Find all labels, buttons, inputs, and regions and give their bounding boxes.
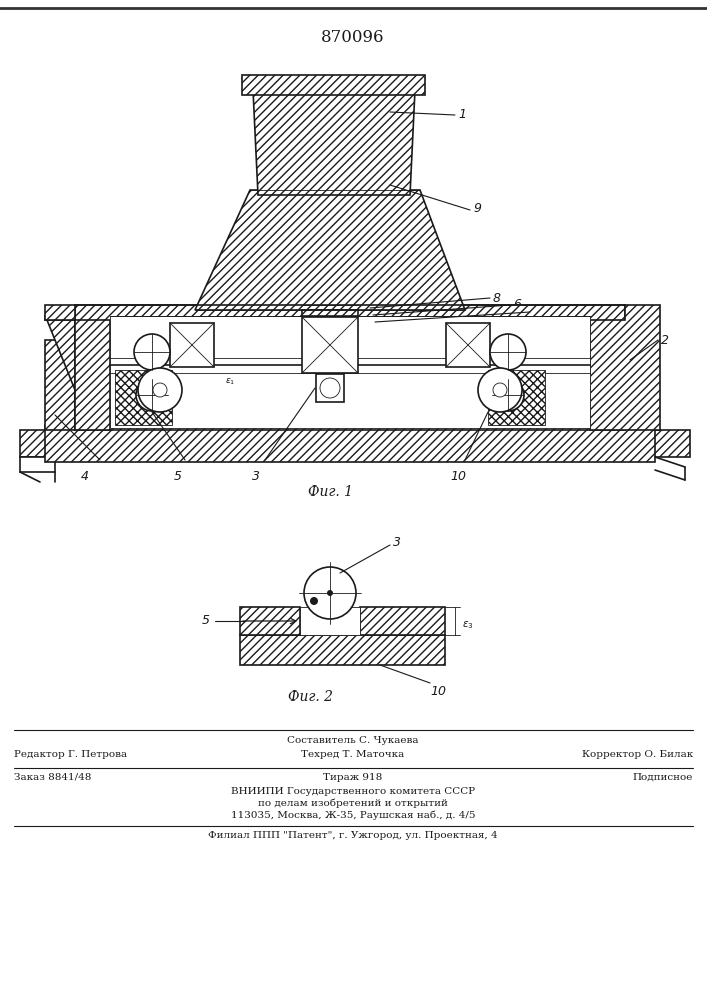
Circle shape bbox=[320, 378, 340, 398]
Polygon shape bbox=[110, 316, 590, 428]
Text: Фиг. 1: Фиг. 1 bbox=[308, 485, 353, 499]
Text: 1: 1 bbox=[458, 107, 466, 120]
Polygon shape bbox=[590, 305, 660, 430]
Circle shape bbox=[134, 334, 170, 370]
Text: 3: 3 bbox=[252, 470, 260, 483]
Polygon shape bbox=[625, 430, 690, 457]
Polygon shape bbox=[302, 317, 358, 373]
Text: 5: 5 bbox=[174, 470, 182, 483]
Text: Заказ 8841/48: Заказ 8841/48 bbox=[14, 773, 91, 782]
Polygon shape bbox=[115, 370, 172, 425]
Polygon shape bbox=[488, 370, 545, 425]
Circle shape bbox=[310, 597, 318, 605]
Polygon shape bbox=[242, 75, 425, 95]
Polygon shape bbox=[302, 310, 358, 316]
Circle shape bbox=[138, 368, 182, 412]
Text: Фиг. 2: Фиг. 2 bbox=[288, 690, 332, 704]
Text: Подписное: Подписное bbox=[633, 773, 693, 782]
Polygon shape bbox=[300, 607, 360, 635]
Text: по делам изобретений и открытий: по делам изобретений и открытий bbox=[258, 799, 448, 808]
Text: 9: 9 bbox=[473, 202, 481, 216]
Circle shape bbox=[304, 567, 356, 619]
Text: $\varepsilon_1$: $\varepsilon_1$ bbox=[225, 377, 235, 387]
Polygon shape bbox=[45, 425, 655, 462]
Text: $\varepsilon_3$: $\varepsilon_3$ bbox=[462, 619, 474, 631]
Polygon shape bbox=[240, 635, 445, 665]
Polygon shape bbox=[20, 457, 55, 472]
Text: Редактор Г. Петрова: Редактор Г. Петрова bbox=[14, 750, 127, 759]
Text: Корректор О. Билак: Корректор О. Билак bbox=[582, 750, 693, 759]
Polygon shape bbox=[170, 323, 214, 367]
Circle shape bbox=[153, 383, 167, 397]
Text: 3: 3 bbox=[393, 536, 401, 550]
Text: Техред Т. Маточка: Техред Т. Маточка bbox=[301, 750, 404, 759]
Polygon shape bbox=[240, 607, 300, 635]
Circle shape bbox=[136, 379, 168, 411]
Text: Тираж 918: Тираж 918 bbox=[323, 773, 382, 782]
Text: 4: 4 bbox=[81, 470, 89, 483]
Circle shape bbox=[493, 383, 507, 397]
Text: 2: 2 bbox=[661, 334, 669, 347]
Text: 113035, Москва, Ж-35, Раушская наб., д. 4/5: 113035, Москва, Ж-35, Раушская наб., д. … bbox=[230, 811, 475, 820]
Polygon shape bbox=[195, 190, 465, 310]
Text: 10: 10 bbox=[430, 685, 446, 698]
Circle shape bbox=[327, 590, 333, 596]
Polygon shape bbox=[360, 607, 445, 635]
Text: 5: 5 bbox=[202, 614, 210, 628]
Polygon shape bbox=[45, 340, 75, 430]
Text: 7: 7 bbox=[533, 306, 541, 318]
Polygon shape bbox=[45, 315, 110, 425]
Circle shape bbox=[492, 379, 524, 411]
Text: Составитель С. Чукаева: Составитель С. Чукаева bbox=[287, 736, 419, 745]
Polygon shape bbox=[253, 90, 415, 195]
Text: 8: 8 bbox=[493, 292, 501, 304]
Polygon shape bbox=[20, 430, 80, 457]
Circle shape bbox=[490, 334, 526, 370]
Polygon shape bbox=[45, 305, 110, 430]
Text: 6: 6 bbox=[513, 298, 521, 312]
Polygon shape bbox=[316, 374, 344, 402]
Circle shape bbox=[478, 368, 522, 412]
Text: ВНИИПИ Государственного комитета СССР: ВНИИПИ Государственного комитета СССР bbox=[231, 787, 475, 796]
Polygon shape bbox=[75, 305, 625, 430]
Text: Филиал ППП "Патент", г. Ужгород, ул. Проектная, 4: Филиал ППП "Патент", г. Ужгород, ул. Про… bbox=[208, 831, 498, 840]
Polygon shape bbox=[446, 323, 490, 367]
Text: 10: 10 bbox=[450, 470, 466, 483]
Text: 870096: 870096 bbox=[321, 29, 385, 46]
